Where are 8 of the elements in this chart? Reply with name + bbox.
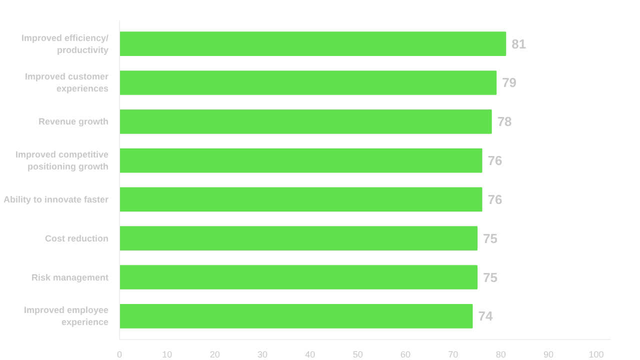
- bar: [120, 265, 478, 290]
- bar: [120, 70, 497, 95]
- bar: [120, 226, 478, 251]
- bar: [120, 187, 482, 212]
- bar: [120, 109, 492, 134]
- bar: [120, 32, 506, 56]
- bar: [120, 304, 473, 328]
- bar: [120, 148, 482, 173]
